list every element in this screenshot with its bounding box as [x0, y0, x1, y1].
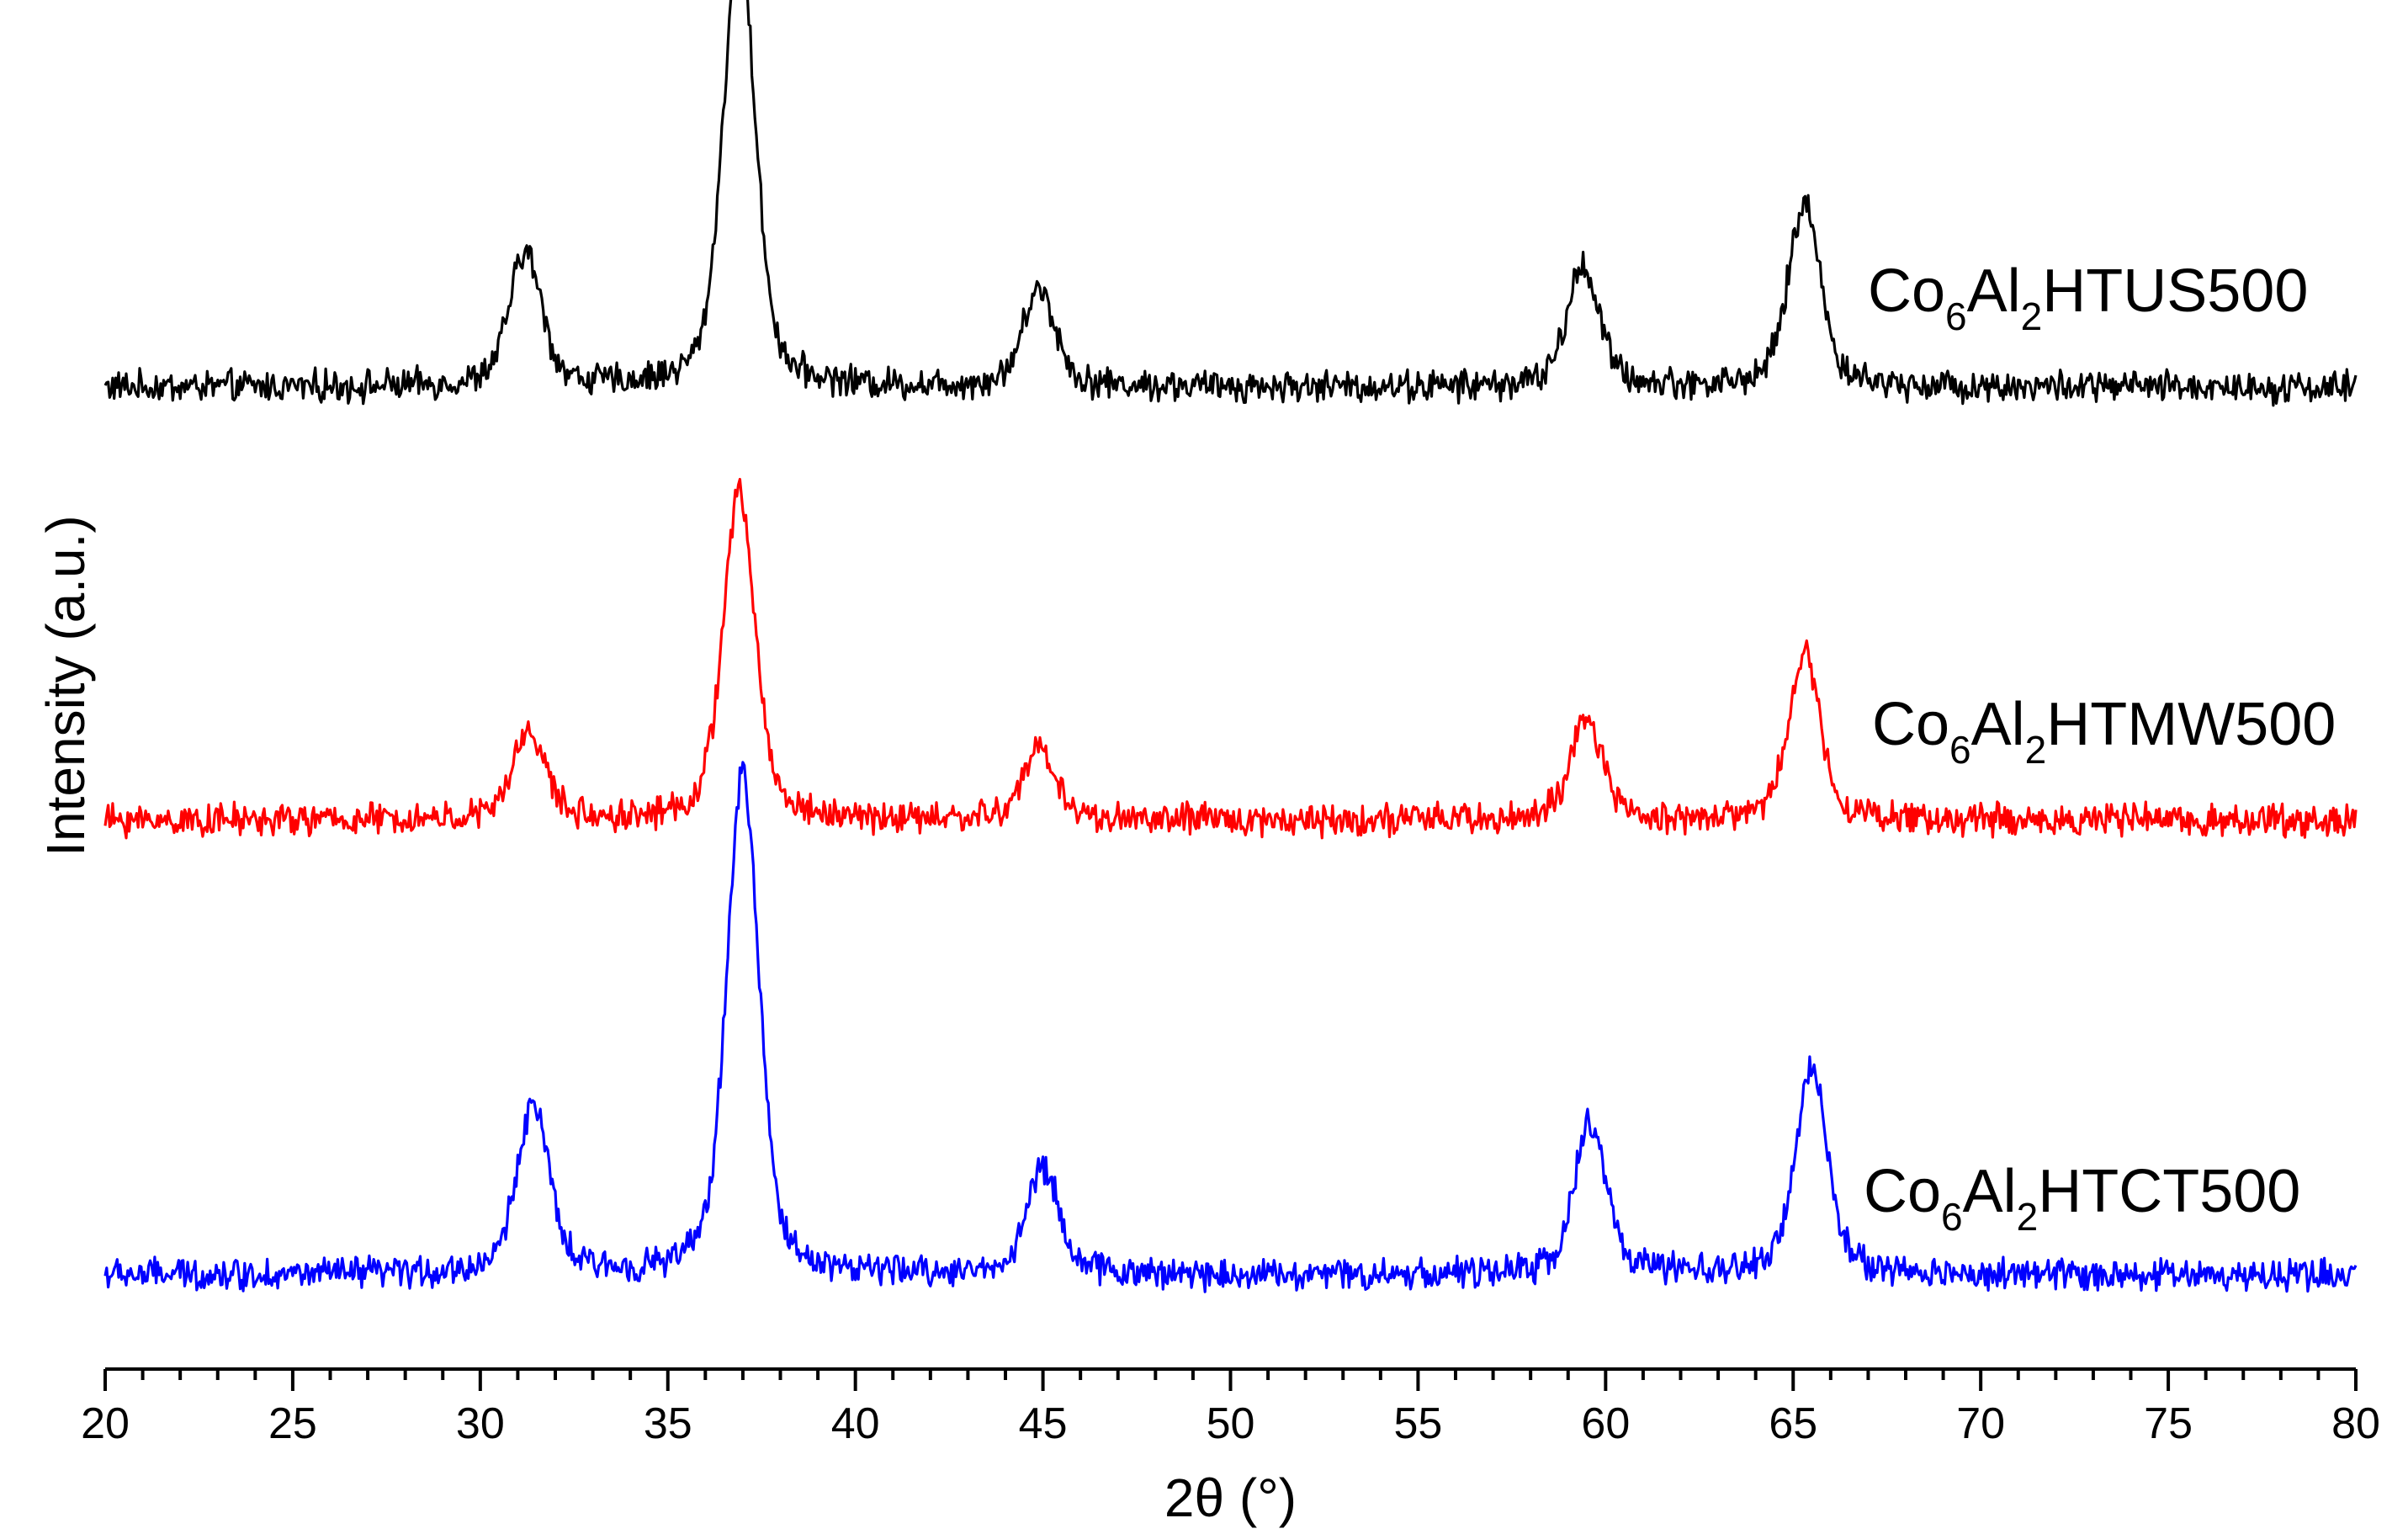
x-tick-label: 60 — [1581, 1399, 1630, 1448]
x-tick-label: 65 — [1769, 1399, 1817, 1448]
series-line-Co6Al2HTUS500 — [103, 0, 2358, 407]
series-label-part: 6 — [1945, 295, 1967, 338]
x-tick-label: 70 — [1956, 1399, 2005, 1448]
x-tick-label: 75 — [2144, 1399, 2193, 1448]
series-label-part: 2 — [2025, 728, 2047, 772]
series-line-Co6Al2HTMW500 — [103, 477, 2358, 840]
x-tick-label: 25 — [268, 1399, 317, 1448]
series-label-part: Al — [1971, 691, 2025, 758]
y-axis-title: Intensity (a.u.) — [35, 515, 96, 857]
x-tick-label: 30 — [456, 1399, 505, 1448]
series-label-part: HTUS500 — [2042, 257, 2308, 325]
x-tick-label: 50 — [1207, 1399, 1255, 1448]
series-label-part: HTCT500 — [2038, 1158, 2300, 1225]
x-tick-label: 80 — [2331, 1399, 2380, 1448]
series-label-part: Co — [1868, 257, 1945, 325]
series-label-part: HTMW500 — [2046, 691, 2336, 758]
series-label-part: Al — [1967, 257, 2021, 325]
x-tick-label: 20 — [81, 1399, 130, 1448]
series-label-Co6Al2HTUS500: Co6Al2HTUS500 — [1868, 257, 2308, 338]
series-line-Co6Al2HTCT500 — [103, 761, 2358, 1293]
series-label-part: 2 — [2017, 1195, 2039, 1239]
curves-layer — [103, 0, 2358, 1293]
series-label-Co6Al2HTMW500: Co6Al2HTMW500 — [1872, 691, 2336, 772]
x-tick-label: 35 — [644, 1399, 692, 1448]
x-tick-label: 55 — [1393, 1399, 1442, 1448]
x-axis-title: 2θ (°) — [1164, 1468, 1297, 1528]
x-tick-label: 45 — [1019, 1399, 1068, 1448]
x-axis: 20 25 30 35 40 45 50 55 60 65 70 75 80 — [81, 1367, 2380, 1448]
series-label-part: Co — [1864, 1158, 1941, 1225]
series-label-part: Al — [1963, 1158, 2017, 1225]
x-tick-label: 40 — [831, 1399, 880, 1448]
series-label-part: Co — [1872, 691, 1949, 758]
series-label-Co6Al2HTCT500: Co6Al2HTCT500 — [1864, 1158, 2300, 1239]
series-label-part: 6 — [1941, 1195, 1963, 1239]
series-label-part: 6 — [1949, 728, 1971, 772]
series-label-part: 2 — [2021, 295, 2043, 338]
